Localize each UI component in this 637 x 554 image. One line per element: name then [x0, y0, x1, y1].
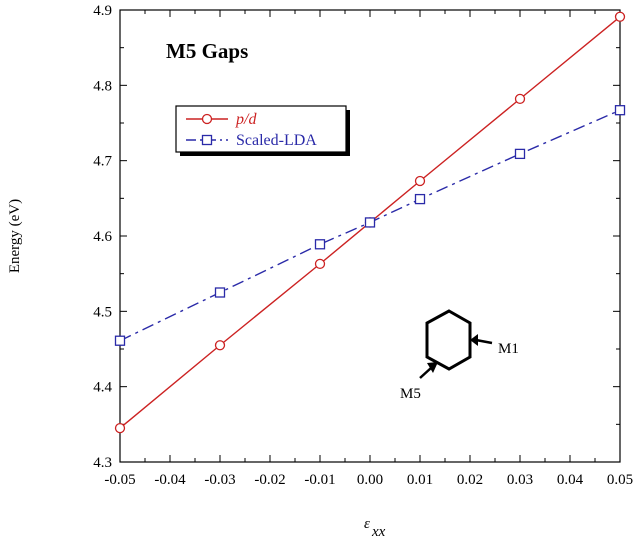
data-point-pd: [314, 258, 326, 270]
y-tick-label: 4.7: [93, 154, 112, 170]
x-tick-label: 0.05: [607, 472, 633, 488]
y-tick-label: 4.8: [93, 78, 112, 94]
legend: p/d Scaled-LDA: [175, 105, 350, 156]
chart-title: M5 Gaps: [166, 39, 248, 63]
data-point-pd: [514, 93, 526, 105]
x-tick-label: 0.04: [557, 472, 584, 488]
data-point-scaled-lda: [514, 148, 526, 160]
legend-label-scaled-lda: Scaled-LDA: [236, 132, 317, 149]
annotation-m5: M5: [400, 386, 421, 402]
y-tick-label: 4.4: [93, 380, 112, 396]
m5-arrow: [427, 362, 438, 373]
y-axis-label: Energy (eV): [7, 199, 23, 273]
x-tick-label: -0.03: [204, 472, 235, 488]
data-point-pd: [414, 175, 426, 187]
x-tick-label: 0.00: [357, 472, 383, 488]
legend-marker-pd: [201, 113, 213, 125]
data-point-pd: [614, 11, 626, 22]
y-tick-label: 4.3: [93, 455, 112, 471]
data-point-scaled-lda: [364, 217, 376, 228]
x-tick-label: -0.04: [154, 472, 186, 488]
y-tick-label: 4.5: [93, 304, 112, 320]
data-point-scaled-lda: [314, 239, 326, 250]
x-tick-label: 0.02: [457, 472, 483, 488]
legend-marker-scaled-lda: [201, 134, 213, 146]
data-point-scaled-lda: [414, 193, 426, 205]
x-tick-label: 0.01: [407, 472, 433, 488]
data-point-scaled-lda: [214, 287, 226, 298]
hexagon-icon: [419, 309, 493, 379]
y-tick-labels: 4.3 4.4 4.5 4.6 4.7 4.8 4.9: [93, 3, 112, 471]
data-point-scaled-lda: [614, 105, 626, 116]
data-point-pd: [214, 340, 226, 351]
x-axis-label: ε: [364, 516, 370, 532]
x-tick-label: -0.01: [304, 472, 335, 488]
annotation-m1: M1: [498, 341, 519, 357]
x-tick-label: -0.05: [104, 472, 135, 488]
y-tick-label: 4.9: [93, 3, 112, 19]
series-markers: [114, 11, 626, 434]
legend-label-pd: p/d: [235, 111, 257, 128]
y-tick-label: 4.6: [93, 229, 112, 245]
x-axis-label-subscript: xx: [371, 524, 386, 540]
data-point-pd: [114, 422, 126, 434]
x-tick-labels: -0.05 -0.04 -0.03 -0.02 -0.01 0.00 0.01 0.02 0.0…: [104, 472, 633, 488]
x-tick-label: -0.02: [254, 472, 285, 488]
x-tick-label: 0.03: [507, 472, 533, 488]
axis-ticks: [119, 9, 621, 463]
m1-arrow: [470, 334, 478, 346]
data-point-scaled-lda: [114, 335, 126, 346]
